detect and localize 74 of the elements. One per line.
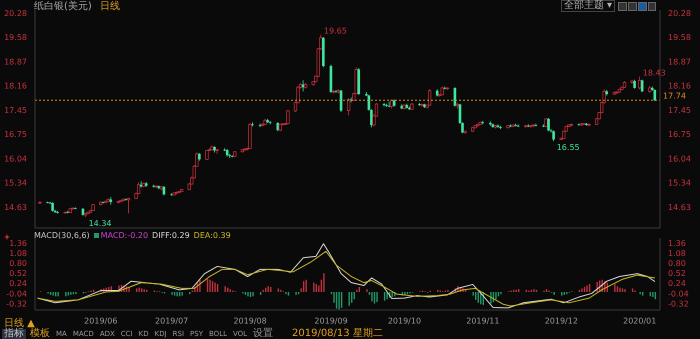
y2-tick-label: 14.63	[668, 202, 691, 212]
candlestick	[51, 202, 54, 212]
y2-tick-label: 18.87	[668, 57, 691, 66]
y2-tick-label: 1.08	[668, 248, 686, 258]
y-tick-label: -0.32	[6, 299, 27, 308]
y2-tick-label: 16.75	[668, 130, 691, 140]
y2-tick-label: 0.52	[668, 269, 686, 278]
text: 设置	[252, 328, 274, 339]
text: DIFF:0.29	[152, 231, 190, 240]
x-tick-label: 2019/06	[84, 316, 118, 326]
candlestick	[258, 123, 262, 128]
y2-tick-label: 0.80	[668, 259, 686, 268]
y-tick-label: 16.04	[4, 154, 27, 164]
y2-tick-label: 19.58	[668, 32, 691, 42]
text: 日线 ▲	[4, 318, 35, 329]
candlestick	[499, 125, 502, 130]
y-tick-label: 17.45	[4, 106, 27, 116]
y-tick-label: 20.28	[4, 8, 27, 18]
annotation: 19.65	[324, 26, 347, 36]
candlestick	[340, 90, 342, 112]
chart-title: 纸白银(美元)	[34, 1, 92, 12]
ref-line-label: 17.74	[663, 91, 686, 100]
candlestick	[638, 76, 642, 90]
candlestick	[547, 118, 550, 132]
annotation: 16.55	[556, 143, 580, 152]
y2-tick-label: 0.24	[668, 279, 686, 288]
candlestick	[640, 79, 644, 92]
candlestick	[382, 102, 386, 107]
y2-tick-label: -0.32	[668, 299, 689, 308]
text: 2019/08/13 星期二	[292, 328, 383, 339]
y2-tick-label: 18.16	[668, 82, 691, 91]
annotation: 18.43	[642, 68, 666, 78]
candlestick	[385, 103, 388, 108]
y2-tick-label: 15.34	[668, 178, 691, 188]
chart-subtitle: 日线	[100, 1, 120, 12]
x-tick-label: 2019/08	[233, 316, 267, 326]
y-tick-label: 18.16	[4, 82, 27, 91]
candlestick	[454, 86, 456, 107]
y2-tick-label: 20.28	[668, 8, 691, 18]
chart-title: MACD(30,6,6)	[34, 231, 90, 240]
candlestick	[346, 98, 350, 116]
y-tick-label: 19.58	[4, 32, 27, 42]
y2-tick-label: 16.04	[668, 154, 691, 164]
candlestick	[162, 186, 166, 196]
candlestick	[286, 110, 290, 125]
y2-tick-label: 17.45	[668, 106, 691, 116]
y-tick-label: -0.04	[6, 289, 27, 298]
x-tick-label: 2019/09	[314, 316, 348, 326]
candlestick	[205, 149, 209, 160]
candlestick	[215, 148, 219, 154]
y2-tick-label: 1.36	[668, 238, 686, 248]
x-tick-label: 2019/11	[466, 316, 500, 326]
x-tick-label: 2019/07	[155, 316, 188, 326]
candlestick	[654, 88, 656, 102]
x-tick-label: 2020/01	[623, 316, 656, 326]
text: 指标	[2, 328, 26, 339]
candlestick	[552, 130, 555, 142]
text: DEA:0.39	[194, 231, 231, 240]
y-tick-label: 16.75	[4, 130, 27, 140]
y-tick-label: 0.80	[9, 259, 27, 268]
y-tick-label: 18.87	[4, 57, 27, 66]
text: 模板	[29, 328, 51, 339]
y-tick-label: 14.63	[4, 202, 27, 212]
x-tick-label: 2019/12	[544, 316, 578, 326]
y-tick-label: 1.36	[9, 238, 27, 248]
annotation: 14.34	[88, 219, 112, 228]
x-tick-label: 2019/10	[388, 316, 422, 326]
y-tick-label: 0.52	[9, 269, 27, 278]
candlestick	[428, 88, 432, 106]
y-tick-label: 1.08	[9, 248, 27, 258]
y-tick-label: 0.24	[9, 279, 27, 288]
y-tick-label: 15.34	[4, 178, 27, 188]
legend-label: MACD:-0.20	[100, 231, 148, 240]
y2-tick-label: -0.04	[668, 289, 689, 298]
